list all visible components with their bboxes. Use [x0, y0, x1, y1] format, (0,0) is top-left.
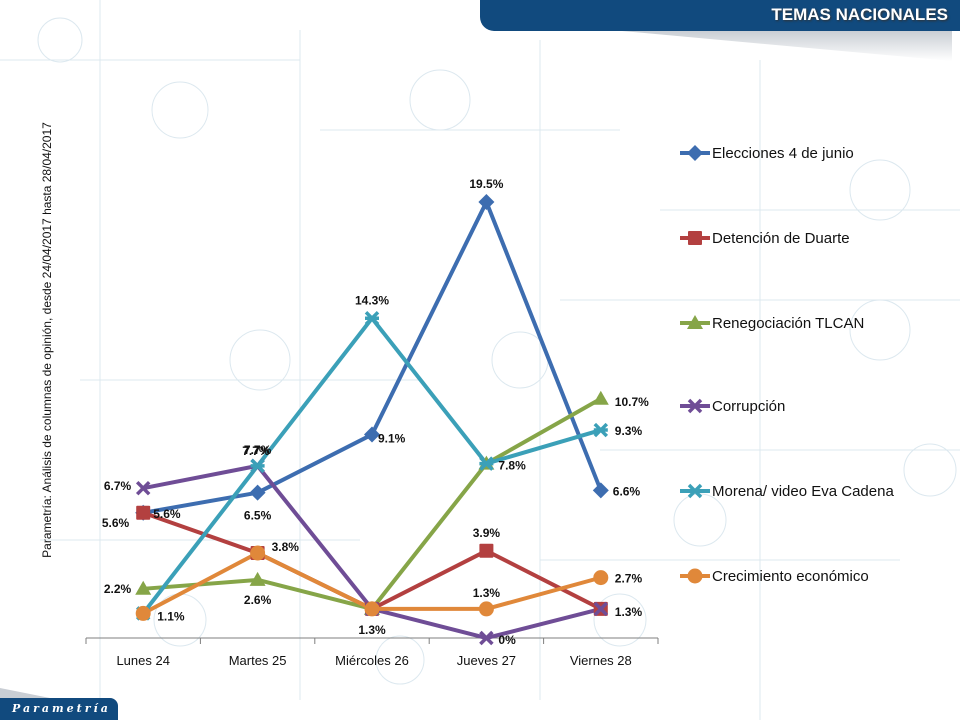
data-label: 1.3%: [358, 623, 386, 637]
data-label: 5.6%: [102, 516, 130, 530]
series-markers: [135, 194, 609, 646]
x-tick-label: Jueves 27: [457, 653, 516, 668]
data-label: 0%: [498, 633, 516, 647]
data-point-diamond: [249, 484, 266, 501]
data-point-triangle: [135, 580, 152, 595]
data-point-diamond: [478, 194, 495, 210]
data-label: 6.6%: [613, 484, 641, 498]
data-label: 1.3%: [473, 586, 501, 600]
data-label: 2.6%: [244, 593, 272, 607]
legend-circle-icon: [680, 568, 710, 584]
legend-label: Morena/ video Eva Cadena: [712, 482, 894, 500]
legend-item: Crecimiento económico: [680, 567, 869, 585]
data-label: 7.7%: [244, 443, 272, 457]
source-label: Parametría: Análisis de columnas de opin…: [40, 122, 54, 558]
legend-item: Detención de Duarte: [680, 229, 850, 247]
data-label: 6.7%: [104, 479, 132, 493]
data-point-triangle: [592, 390, 609, 405]
legend-triangle-icon: [680, 315, 710, 329]
legend-label: Corrupción: [712, 397, 786, 415]
data-label: 14.3%: [355, 293, 389, 307]
data-point-star: [250, 458, 265, 474]
legend-square-icon: [680, 231, 710, 245]
data-label: 9.3%: [615, 424, 643, 438]
data-point-circle: [364, 601, 380, 617]
data-label: 3.9%: [473, 526, 501, 540]
data-point-star: [479, 456, 494, 471]
series-line-4: [141, 316, 602, 615]
data-point-square: [136, 505, 151, 520]
legend-label: Crecimiento económico: [712, 567, 869, 585]
legend-item: Renegociación TLCAN: [680, 314, 864, 332]
data-point-star: [687, 483, 703, 499]
data-label: 19.5%: [469, 177, 503, 191]
data-point-x: [135, 480, 151, 496]
legend-diamond-icon: [680, 145, 710, 161]
data-point-circle: [250, 545, 266, 561]
x-tick-label: Martes 25: [229, 653, 287, 668]
footer-tab: [0, 688, 50, 698]
data-point-circle: [593, 570, 609, 586]
data-label: 5.6%: [153, 507, 181, 521]
data-label: 3.8%: [272, 540, 300, 554]
data-point-diamond: [364, 426, 380, 443]
legend-label: Elecciones 4 de junio: [712, 144, 854, 162]
data-label: 2.7%: [615, 572, 643, 586]
page-title: TEMAS NACIONALES: [771, 5, 948, 24]
series-line-0: [142, 200, 603, 515]
series-lines: [141, 200, 603, 640]
data-label: 10.7%: [615, 395, 649, 409]
data-label: 6.5%: [244, 509, 272, 523]
data-point-circle: [478, 601, 494, 617]
x-axis: Lunes 24 Martes 25 Miércoles 26 Jueves 27 Vi…: [85, 637, 659, 668]
data-labels: 5.6% 6.5% 9.1% 19.5% 6.6% 5.6% 3.9% 2.2% 2.6% 10.…: [102, 177, 649, 647]
data-point-circle: [687, 568, 703, 584]
parametria-logo: Parametría: [0, 698, 118, 720]
x-tick-label: Viernes 28: [570, 653, 632, 668]
data-point-x: [479, 630, 494, 646]
legend-item: Corrupción: [680, 397, 785, 415]
data-label: 1.1%: [157, 609, 185, 623]
data-point-triangle: [249, 571, 266, 586]
data-point-star: [593, 422, 609, 438]
legend-x-icon: [680, 398, 710, 414]
data-label: 2.2%: [104, 582, 132, 596]
data-point-triangle: [687, 315, 703, 329]
data-label: 7.7%: [242, 444, 270, 458]
legend-item: Elecciones 4 de junio: [680, 144, 854, 162]
data-point-diamond: [592, 482, 609, 499]
legend-item: Morena/ video Eva Cadena: [680, 482, 894, 500]
data-label: 1.3%: [615, 605, 643, 619]
data-point-square: [479, 543, 494, 558]
legend-star-icon: [680, 483, 710, 499]
data-point-x: [687, 398, 703, 414]
data-point-circle: [135, 605, 151, 621]
x-tick-label: Lunes 24: [116, 653, 170, 668]
data-point-x: [593, 601, 609, 617]
legend-label: Renegociación TLCAN: [712, 314, 865, 332]
legend-label: Detención de Duarte: [712, 229, 850, 247]
data-label: 9.1%: [378, 432, 406, 446]
x-tick-label: Miércoles 26: [335, 653, 409, 668]
data-point-diamond: [687, 145, 703, 161]
data-point-star: [364, 311, 380, 326]
header-bar: [480, 0, 960, 31]
data-point-square: [688, 231, 702, 245]
data-label: 7.8%: [498, 459, 526, 473]
